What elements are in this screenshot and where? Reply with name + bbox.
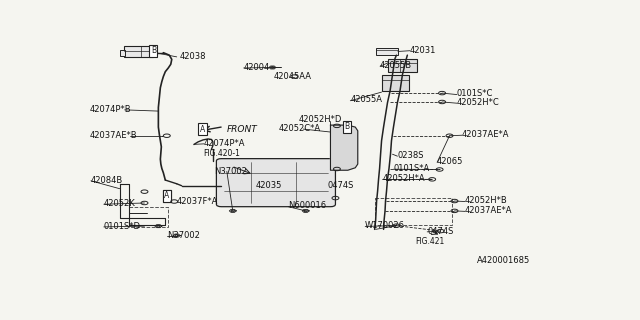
Text: A420001685: A420001685: [477, 256, 530, 265]
Text: 42037F*A: 42037F*A: [177, 196, 218, 205]
Text: 42035: 42035: [256, 181, 282, 190]
Text: N37002: N37002: [214, 167, 247, 176]
Bar: [376, 48, 398, 55]
Text: A: A: [164, 191, 170, 200]
Text: 42052H*D: 42052H*D: [298, 115, 342, 124]
Text: 42065: 42065: [437, 157, 463, 166]
Text: 42037AE*A: 42037AE*A: [462, 130, 509, 139]
Text: 42074P*A: 42074P*A: [204, 139, 246, 148]
Text: N600016: N600016: [288, 202, 326, 211]
Text: 42037AE*A: 42037AE*A: [465, 206, 513, 215]
Text: FIG.421: FIG.421: [415, 237, 444, 246]
Text: W170026: W170026: [365, 221, 405, 230]
Text: 42052H*B: 42052H*B: [465, 196, 508, 205]
Bar: [381, 75, 409, 91]
Text: 42037AE*B: 42037AE*B: [90, 131, 138, 140]
Text: 0101S*C: 0101S*C: [457, 89, 493, 98]
Text: 0101S*A: 0101S*A: [394, 164, 429, 173]
Text: 42038: 42038: [179, 52, 205, 61]
Text: 0474S: 0474S: [428, 227, 454, 236]
Text: N37002: N37002: [167, 230, 200, 240]
Text: 42052C*A: 42052C*A: [278, 124, 321, 133]
Bar: [388, 59, 417, 72]
Text: 0101S*D: 0101S*D: [104, 222, 141, 231]
Text: FIG.420-1: FIG.420-1: [203, 149, 240, 158]
Text: 42052K: 42052K: [104, 199, 136, 208]
Text: 42055B: 42055B: [380, 61, 412, 70]
Text: A: A: [200, 124, 205, 133]
Text: 42084B: 42084B: [91, 176, 123, 185]
Bar: [375, 198, 452, 225]
Text: 42055A: 42055A: [350, 95, 382, 105]
Text: 42074P*B: 42074P*B: [90, 105, 132, 114]
Bar: [129, 207, 168, 227]
Text: 42052H*A: 42052H*A: [383, 174, 425, 183]
Bar: [124, 46, 154, 57]
Text: 42052H*C: 42052H*C: [457, 98, 500, 107]
Text: 42045AA: 42045AA: [273, 72, 312, 81]
Text: 0238S: 0238S: [397, 151, 424, 160]
Text: B: B: [344, 122, 349, 131]
Text: 0474S: 0474S: [328, 181, 355, 190]
Text: FRONT: FRONT: [227, 125, 257, 134]
Text: B: B: [151, 46, 156, 55]
Polygon shape: [330, 125, 358, 170]
Bar: [120, 50, 125, 56]
FancyBboxPatch shape: [216, 159, 335, 207]
Text: 42031: 42031: [410, 46, 436, 55]
Text: A: A: [164, 191, 170, 200]
Text: 42004: 42004: [244, 63, 270, 72]
